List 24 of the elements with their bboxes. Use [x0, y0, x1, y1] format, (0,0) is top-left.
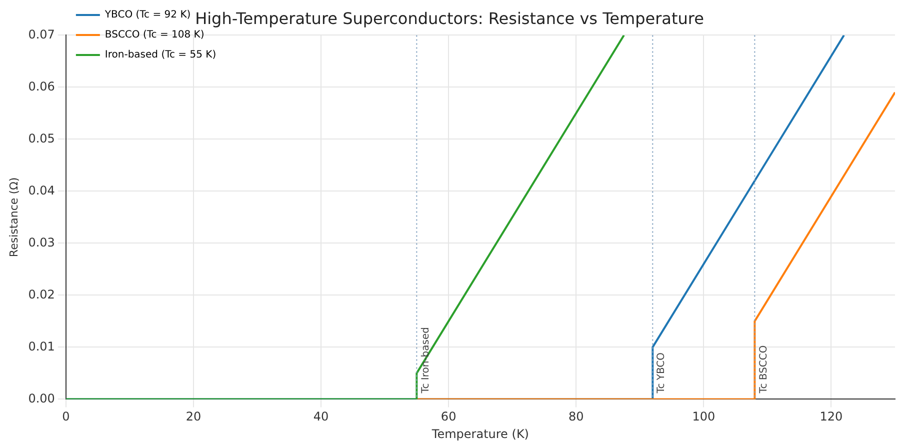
ref-line-label: Tc Iron-based — [420, 327, 432, 394]
y-tick-label: 0.01 — [28, 339, 55, 354]
legend-label: Iron-based (Tc = 55 K) — [104, 50, 216, 61]
chart-title: High-Temperature Superconductors: Resistance vs Temperature — [195, 8, 704, 28]
y-tick-label: 0.07 — [28, 27, 55, 42]
x-tick-label: 120 — [820, 410, 843, 424]
x-tick-label: 40 — [313, 410, 329, 424]
x-tick-label: 0 — [62, 410, 70, 424]
x-tick-label: 100 — [692, 410, 716, 424]
ref-line-label: Tc YBCO — [656, 352, 668, 394]
y-tick-label: 0.03 — [28, 235, 55, 250]
ref-line-label: Tc BSCCO — [758, 345, 770, 394]
y-tick-label: 0.04 — [28, 183, 55, 198]
legend-label: BSCCO (Tc = 108 K) — [104, 30, 204, 41]
x-tick-label: 60 — [440, 410, 456, 424]
y-tick-label: 0.00 — [28, 391, 55, 406]
legend-label: YBCO (Tc = 92 K) — [104, 10, 191, 21]
x-tick-label: 80 — [568, 410, 584, 424]
y-tick-label: 0.05 — [28, 131, 55, 146]
x-tick-label: 20 — [186, 410, 202, 424]
y-tick-label: 0.06 — [28, 79, 55, 94]
y-axis-title: Resistance (Ω) — [7, 177, 20, 258]
x-axis-title: Temperature (K) — [430, 426, 529, 441]
y-tick-label: 0.02 — [28, 287, 55, 302]
